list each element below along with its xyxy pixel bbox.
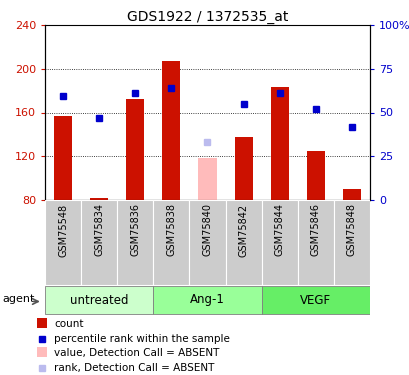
Text: GSM75844: GSM75844: [274, 203, 284, 256]
Title: GDS1922 / 1372535_at: GDS1922 / 1372535_at: [126, 10, 288, 24]
Bar: [153, 200, 189, 285]
Bar: [270, 87, 288, 200]
Bar: [36, 347, 47, 357]
Bar: [126, 99, 144, 200]
Text: agent: agent: [2, 294, 34, 303]
Bar: [36, 318, 47, 328]
Text: untreated: untreated: [70, 294, 128, 306]
Bar: [333, 200, 369, 285]
Text: Ang-1: Ang-1: [190, 294, 225, 306]
Bar: [45, 286, 153, 314]
Bar: [162, 61, 180, 200]
Bar: [90, 198, 108, 200]
Text: VEGF: VEGF: [299, 294, 330, 306]
Text: GSM75548: GSM75548: [58, 203, 68, 256]
Bar: [306, 151, 324, 200]
Text: value, Detection Call = ABSENT: value, Detection Call = ABSENT: [54, 348, 219, 358]
Bar: [234, 136, 252, 200]
Text: GSM75842: GSM75842: [238, 203, 248, 256]
Text: GSM75846: GSM75846: [310, 203, 320, 256]
Text: GSM75834: GSM75834: [94, 203, 104, 256]
Text: GSM75838: GSM75838: [166, 203, 176, 256]
Text: GSM75836: GSM75836: [130, 203, 140, 256]
Bar: [189, 200, 225, 285]
Text: GSM75840: GSM75840: [202, 203, 212, 256]
Bar: [54, 116, 72, 200]
Bar: [81, 200, 117, 285]
Bar: [261, 286, 369, 314]
Text: GSM75848: GSM75848: [346, 203, 356, 256]
Bar: [225, 200, 261, 285]
Bar: [153, 286, 261, 314]
Bar: [117, 200, 153, 285]
Bar: [45, 200, 81, 285]
Text: percentile rank within the sample: percentile rank within the sample: [54, 334, 230, 344]
Bar: [198, 158, 216, 200]
Text: count: count: [54, 319, 84, 329]
Text: rank, Detection Call = ABSENT: rank, Detection Call = ABSENT: [54, 363, 214, 373]
Bar: [342, 189, 360, 200]
Bar: [261, 200, 297, 285]
Bar: [297, 200, 333, 285]
